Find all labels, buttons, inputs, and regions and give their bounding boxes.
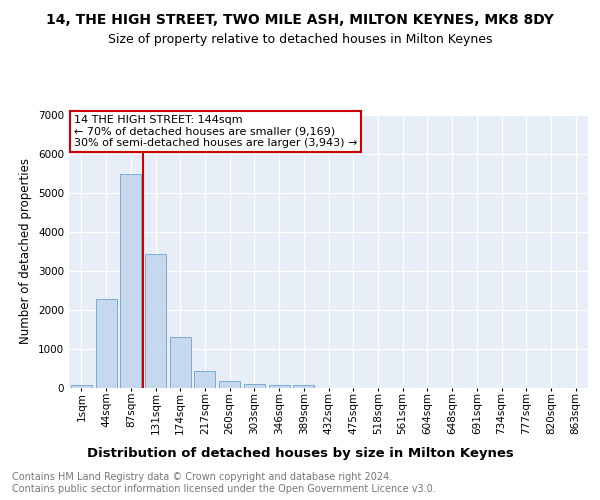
Text: Distribution of detached houses by size in Milton Keynes: Distribution of detached houses by size … <box>86 448 514 460</box>
Bar <box>269 385 290 388</box>
Bar <box>170 336 191 388</box>
Text: Contains HM Land Registry data © Crown copyright and database right 2024.
Contai: Contains HM Land Registry data © Crown c… <box>12 472 436 494</box>
Bar <box>145 254 166 388</box>
Text: Size of property relative to detached houses in Milton Keynes: Size of property relative to detached ho… <box>108 32 492 46</box>
Bar <box>71 384 92 388</box>
Bar <box>95 298 116 388</box>
Bar <box>293 386 314 388</box>
Text: 14, THE HIGH STREET, TWO MILE ASH, MILTON KEYNES, MK8 8DY: 14, THE HIGH STREET, TWO MILE ASH, MILTO… <box>46 12 554 26</box>
Bar <box>120 174 141 388</box>
Text: 14 THE HIGH STREET: 144sqm
← 70% of detached houses are smaller (9,169)
30% of s: 14 THE HIGH STREET: 144sqm ← 70% of deta… <box>74 115 358 148</box>
Bar <box>244 384 265 388</box>
Bar <box>219 381 240 388</box>
Y-axis label: Number of detached properties: Number of detached properties <box>19 158 32 344</box>
Bar <box>194 371 215 388</box>
